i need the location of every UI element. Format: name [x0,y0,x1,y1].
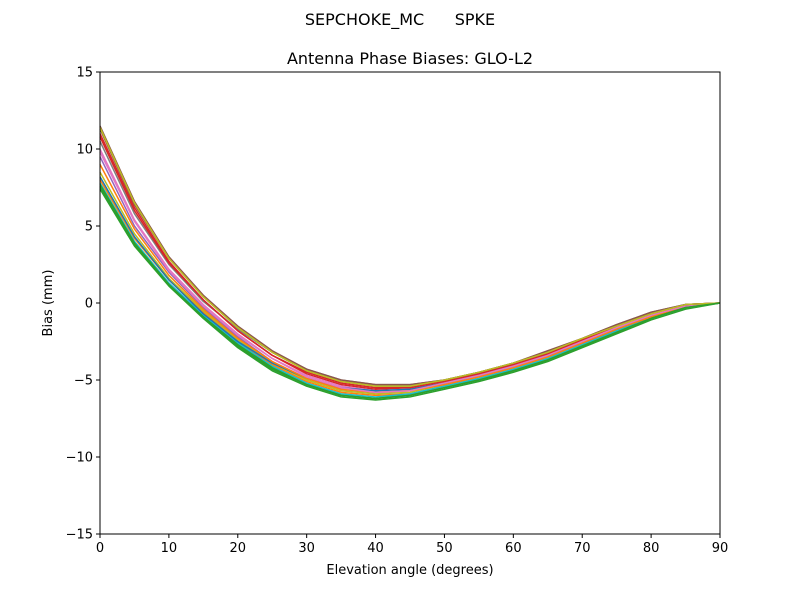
series-line-13 [99,136,721,389]
y-tick-label: 10 [76,143,93,158]
x-tick-label: 10 [161,541,178,556]
series-line-14 [99,151,721,394]
y-tick-label: 5 [85,220,93,235]
x-axis-label: Elevation angle (degrees) [326,563,493,578]
y-tick-label: −10 [66,451,93,466]
y-axis: −15 −10 −5 0 5 10 15 [66,66,100,543]
x-tick-label: 20 [230,541,247,556]
series-line-17 [99,127,721,387]
series-line-7 [99,148,721,392]
x-tick-label: 70 [574,541,591,556]
series-line-6 [99,128,721,387]
x-tick-label: 60 [505,541,522,556]
y-axis-label: Bias (mm) [41,270,56,337]
x-tick-label: 0 [96,541,104,556]
figure-suptitle: SEPCHOKE_MC SPKE [304,10,496,29]
chart-title: Antenna Phase Biases: GLO-L2 [287,49,533,68]
x-tick-label: 80 [643,541,660,556]
series-line-4 [99,133,721,390]
y-tick-label: 0 [85,297,93,312]
x-tick-label: 30 [298,541,315,556]
y-tick-label: −5 [74,374,93,389]
x-tick-label: 90 [712,541,729,556]
series-line-5 [99,156,721,394]
x-tick-label: 40 [367,541,384,556]
x-tick-label: 50 [436,541,453,556]
y-tick-label: 15 [76,66,93,81]
series-line-8 [99,140,721,386]
series-line-10 [99,182,721,398]
x-axis: 0 10 20 30 40 50 60 70 80 90 [96,534,728,556]
series-line-18 [99,185,721,400]
series-line-3 [99,188,721,401]
series-line-12 [99,164,721,394]
series-layer [99,125,721,401]
series-line-16 [99,125,721,386]
y-tick-label: −15 [66,528,93,543]
